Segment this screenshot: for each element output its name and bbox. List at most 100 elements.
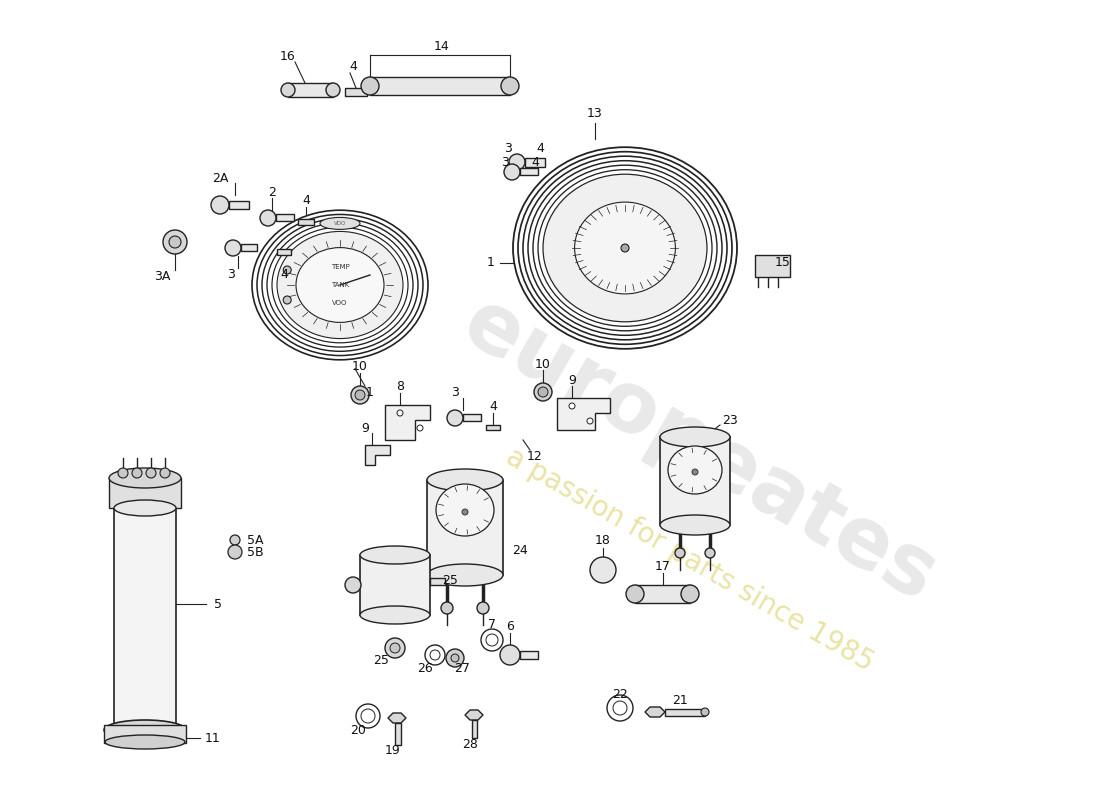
Bar [520,651,538,659]
Text: 23: 23 [722,414,738,426]
Circle shape [345,577,361,593]
Bar [104,725,186,743]
Text: 3: 3 [504,142,512,154]
Bar [229,201,249,209]
Bar [430,578,446,585]
Bar [241,244,257,251]
Text: 17: 17 [656,561,671,574]
Circle shape [356,704,380,728]
Text: 3: 3 [502,155,509,169]
Bar [288,83,333,97]
Circle shape [509,154,525,170]
Circle shape [692,469,698,475]
Text: 1: 1 [486,257,495,270]
Circle shape [280,83,295,97]
Ellipse shape [252,210,428,360]
Text: 28: 28 [462,738,477,751]
Ellipse shape [543,174,707,322]
Polygon shape [645,707,665,717]
Circle shape [355,390,365,400]
Text: 18: 18 [595,534,610,547]
Circle shape [447,410,463,426]
Ellipse shape [518,152,732,344]
Circle shape [283,266,292,274]
Ellipse shape [109,468,182,488]
Text: TANK: TANK [331,282,349,288]
Bar [427,480,503,575]
Text: 11: 11 [205,731,221,745]
Text: 13: 13 [587,107,603,120]
Text: 2: 2 [268,186,276,198]
Circle shape [569,403,575,409]
Circle shape [486,634,498,646]
Text: 10: 10 [352,361,367,374]
Text: TEMP: TEMP [331,264,350,270]
Circle shape [462,509,468,515]
Ellipse shape [513,147,737,349]
Text: 4: 4 [536,142,543,154]
Bar [370,77,510,95]
Text: 3: 3 [227,269,235,282]
Circle shape [397,410,403,416]
Polygon shape [365,445,390,465]
Text: 25: 25 [373,654,389,666]
Circle shape [534,383,552,401]
Text: 25: 25 [442,574,458,587]
Ellipse shape [114,500,176,516]
Text: 12: 12 [527,450,543,463]
Text: 3A: 3A [154,270,170,283]
Ellipse shape [104,720,186,740]
Bar [660,437,730,525]
Text: a passion for parts since 1985: a passion for parts since 1985 [502,443,879,677]
Ellipse shape [267,223,412,347]
Text: 2A: 2A [212,171,228,185]
Circle shape [500,77,519,95]
Circle shape [621,244,629,252]
Polygon shape [388,713,406,723]
Text: VDO: VDO [334,221,346,226]
Circle shape [351,386,369,404]
Circle shape [385,638,405,658]
Circle shape [160,468,170,478]
Circle shape [326,83,340,97]
Text: europeates: europeates [449,282,952,618]
Bar [395,723,402,745]
Text: 5: 5 [214,598,222,610]
Text: 5A: 5A [246,534,263,546]
Circle shape [500,645,520,665]
Circle shape [590,557,616,583]
Text: 4: 4 [280,267,288,281]
Circle shape [118,468,128,478]
Ellipse shape [104,735,185,749]
Text: 9: 9 [568,374,576,386]
Circle shape [226,240,241,256]
Text: 26: 26 [417,662,433,674]
Text: 22: 22 [612,689,628,702]
Circle shape [283,296,292,304]
Bar [755,255,790,277]
Ellipse shape [668,446,722,494]
Circle shape [477,602,490,614]
Text: 21: 21 [672,694,688,706]
Circle shape [390,643,400,653]
Text: 27: 27 [454,662,470,674]
Ellipse shape [660,427,730,447]
Text: 5B: 5B [246,546,263,558]
Ellipse shape [360,606,430,624]
Circle shape [446,649,464,667]
Text: 10: 10 [535,358,551,370]
Circle shape [228,545,242,559]
Bar [472,720,477,738]
Ellipse shape [436,484,494,536]
Circle shape [675,548,685,558]
Ellipse shape [574,202,675,294]
Ellipse shape [538,170,712,326]
Bar [277,249,292,255]
Bar [486,425,500,430]
Circle shape [169,236,182,248]
Polygon shape [385,405,430,440]
Bar [525,158,544,167]
Circle shape [425,645,446,665]
Circle shape [230,535,240,545]
Ellipse shape [528,161,722,335]
